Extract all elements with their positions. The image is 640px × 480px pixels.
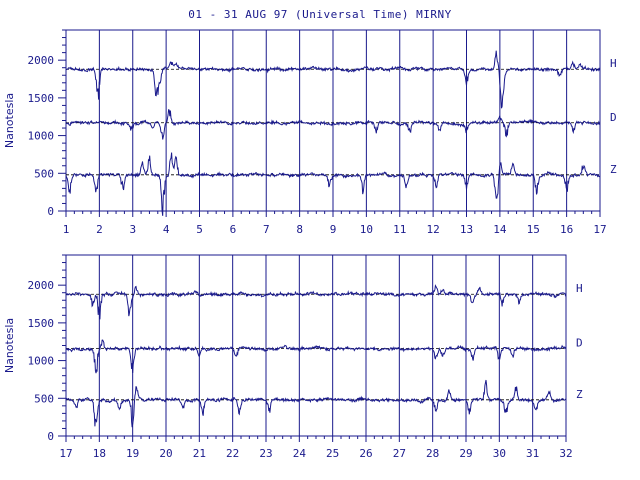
- x-tick-label: 17: [593, 223, 606, 236]
- y-tick-label: 500: [34, 392, 54, 405]
- y-tick-label: 1000: [28, 355, 55, 368]
- x-tick-label: 11: [393, 223, 406, 236]
- x-tick-label: 4: [163, 223, 170, 236]
- x-tick-label: 6: [230, 223, 237, 236]
- x-tick-label: 5: [196, 223, 203, 236]
- x-tick-label: 18: [93, 447, 106, 460]
- x-tick-label: 22: [226, 447, 239, 460]
- x-tick-label: 14: [493, 223, 507, 236]
- x-tick-label: 10: [360, 223, 373, 236]
- x-tick-label: 31: [526, 447, 539, 460]
- y-tick-label: 1000: [28, 130, 55, 143]
- y-tick-label: 500: [34, 167, 54, 180]
- x-tick-label: 1: [63, 223, 70, 236]
- y-tick-label: 2000: [28, 54, 55, 67]
- x-tick-label: 20: [159, 447, 172, 460]
- x-tick-label: 29: [459, 447, 472, 460]
- trace-D: [66, 339, 567, 374]
- series-label-D: D: [576, 337, 583, 350]
- trace-Z: [65, 152, 601, 216]
- x-tick-label: 15: [527, 223, 540, 236]
- y-tick-label: 1500: [28, 317, 55, 330]
- y-tick-label: 0: [47, 205, 54, 218]
- series-label-Z: Z: [610, 163, 617, 176]
- trace-Z: [65, 379, 567, 428]
- x-tick-label: 3: [129, 223, 136, 236]
- x-tick-label: 12: [427, 223, 440, 236]
- y-tick-label: 2000: [28, 279, 55, 292]
- x-tick-label: 24: [293, 447, 307, 460]
- x-tick-label: 8: [296, 223, 303, 236]
- series-label-H: H: [576, 282, 583, 295]
- trace-H: [65, 50, 601, 109]
- x-tick-label: 17: [59, 447, 72, 460]
- series-label-Z: Z: [576, 388, 583, 401]
- x-tick-label: 28: [426, 447, 439, 460]
- x-tick-label: 25: [326, 447, 339, 460]
- x-tick-label: 32: [559, 447, 572, 460]
- x-tick-label: 16: [560, 223, 573, 236]
- x-tick-label: 13: [460, 223, 473, 236]
- y-tick-label: 0: [47, 430, 54, 443]
- y-axis-label: Nanotesla: [3, 93, 16, 148]
- x-tick-label: 30: [493, 447, 506, 460]
- series-label-H: H: [610, 57, 617, 70]
- x-tick-label: 27: [393, 447, 406, 460]
- y-tick-label: 1500: [28, 92, 55, 105]
- x-tick-label: 9: [330, 223, 337, 236]
- x-tick-label: 2: [96, 223, 103, 236]
- chart-title: 01 - 31 AUG 97 (Universal Time) MIRNY: [188, 8, 452, 21]
- x-tick-label: 19: [126, 447, 139, 460]
- x-tick-label: 7: [263, 223, 270, 236]
- x-tick-label: 23: [259, 447, 272, 460]
- x-tick-label: 21: [193, 447, 206, 460]
- x-tick-label: 26: [359, 447, 372, 460]
- trace-D: [65, 109, 601, 140]
- trace-H: [65, 284, 567, 320]
- series-label-D: D: [610, 111, 617, 124]
- y-axis-label: Nanotesla: [3, 318, 16, 373]
